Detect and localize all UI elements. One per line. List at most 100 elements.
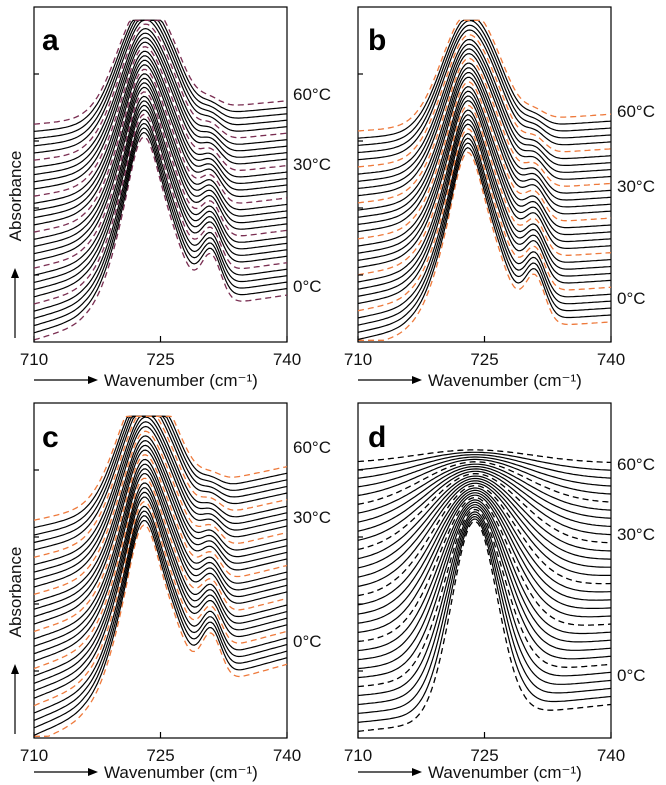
- panel-d-spectrum-line-1: [357, 518, 612, 723]
- panel-b-spectrum-line-4: [357, 132, 612, 319]
- panel-d-spectrum-line-27: [357, 456, 612, 488]
- panel-d-spectrum-line-21: [357, 470, 612, 541]
- panel-c-spectrum-line-9: [33, 482, 288, 677]
- panel-d-spectrum-line-12: [357, 492, 612, 624]
- panel-b-spectrum-line-3: [357, 137, 612, 326]
- panel-a-spectrum-line-7: [33, 104, 288, 291]
- panel-a-spectrum-line-2: [33, 127, 288, 327]
- panel-d-spectrum-line-28: [357, 454, 612, 479]
- panel-d-spectrum-line-4: [357, 511, 612, 697]
- panel-d-spectrum-line-14: [357, 487, 611, 606]
- panel-d-frame: [357, 402, 612, 739]
- panel-b-spectrum-line-12: [357, 95, 612, 261]
- panel-b-temperature-label: 60°C: [617, 102, 655, 121]
- panel-a-spectrum-line-24: [33, 27, 288, 168]
- panel-a-spectrum-line-30: [33, 19, 288, 125]
- panel-a-spectrum-line-6: [33, 109, 288, 298]
- panel-d-spectrum-line-26: [357, 458, 612, 497]
- panel-a-spectrum-line-14: [33, 73, 288, 240]
- panel-c-spectrum-line-15: [33, 454, 288, 633]
- panel-a-spectrum-line-18: [33, 55, 288, 212]
- panel-a-spectrum-line-8: [33, 100, 288, 283]
- panel-b-spectrum-line-24: [357, 38, 612, 175]
- panel-d-spectrum-line-24: [357, 463, 612, 514]
- panel-b-spectrum-line-21: [357, 53, 612, 197]
- panel-b-spectrum-line-13: [357, 90, 612, 254]
- panel-d-x-tick-label: 740: [597, 746, 625, 765]
- panel-c-spectrum-line-20: [33, 430, 288, 596]
- panel-c-spectrum-line-22: [33, 421, 288, 581]
- panel-a-spectrum-line-10: [33, 91, 288, 269]
- panel-b-spectrum-line-20: [357, 57, 612, 204]
- panel-d-spectrum-line-9: [357, 499, 612, 652]
- temperature-label-layer: 60°C 30°C 0°C 60°C 30°C 0°C 60°C 30°C 0°C 60°C 30°…: [293, 85, 655, 685]
- panel-b-temperature-label: 30°C: [617, 177, 655, 196]
- panel-a-spectrum-line-26: [33, 19, 288, 154]
- panel-a-spectrum-line-16: [33, 64, 288, 226]
- panel-a-spectrum-line-9: [33, 95, 288, 276]
- panel-c-letter: c: [42, 421, 59, 454]
- panel-d-spectrum-line-15: [357, 484, 612, 597]
- panel-c-spectrum-line-25: [33, 415, 288, 558]
- panel-c-curves: [33, 415, 288, 737]
- panel-b-spectrum-line-19: [357, 62, 612, 211]
- panel-c-x-tick-label: 710: [20, 746, 48, 765]
- x-axis-title-b: Wavenumber (cm⁻¹): [428, 371, 582, 390]
- panel-a-spectrum-line-5: [33, 113, 288, 305]
- panel-d-spectrum-line-16: [357, 482, 611, 587]
- panel-c-spectrum-line-18: [33, 439, 288, 610]
- x-axis-arrow-b: [358, 376, 422, 384]
- panel-b-spectrum-line-6: [357, 123, 612, 305]
- panel-a-temperature-label: 60°C: [293, 85, 331, 104]
- panel-d-spectrum-line-30: [357, 449, 611, 464]
- panel-b-x-tick-label: 710: [344, 350, 372, 369]
- panel-b-spectrum-line-2: [357, 142, 612, 333]
- panel-c-temperature-label: 0°C: [293, 632, 322, 651]
- panel-c-spectrum-line-4: [33, 505, 288, 714]
- panel-d-spectrum-line-2: [357, 515, 612, 714]
- panel-b-spectrum-line-10: [357, 104, 612, 276]
- panel-a-spectrum-line-17: [33, 59, 288, 219]
- panel-d-temperature-label: 60°C: [617, 455, 655, 474]
- panel-d-curves: [357, 449, 612, 732]
- y-axis-arrow-bottom: [11, 664, 19, 734]
- panel-b-x-tick-label: 725: [470, 350, 498, 369]
- panel-a-spectrum-line-19: [33, 50, 288, 204]
- y-axis-title-top: Absorbance: [6, 151, 25, 242]
- panel-a-letter: a: [42, 24, 59, 57]
- panel-d-spectrum-line-5: [357, 508, 612, 688]
- panel-a-spectrum-line-0: [33, 136, 288, 341]
- panel-b-letter: b: [368, 24, 386, 57]
- panel-c-spectrum-line-21: [33, 425, 288, 588]
- panel-c-spectrum-line-14: [33, 458, 288, 640]
- panel-c-spectrum-line-26: [33, 415, 288, 551]
- x-axis-arrow-d: [358, 768, 422, 776]
- panel-d-temperature-label: 30°C: [617, 525, 655, 544]
- panel-a-spectrum-line-11: [33, 86, 288, 262]
- panel-b-spectrum-line-25: [357, 34, 612, 168]
- panel-b-spectrum-line-0: [358, 151, 612, 341]
- x-axis-title-c: Wavenumber (cm⁻¹): [104, 763, 258, 782]
- x-axis-arrow-c: [34, 768, 98, 776]
- panel-c-spectrum-line-13: [33, 463, 288, 647]
- panel-b-spectrum-line-18: [357, 67, 612, 218]
- panel-d-spectrum-line-19: [357, 475, 611, 560]
- panel-c-spectrum-line-10: [33, 477, 288, 670]
- panel-d-spectrum-line-23: [357, 466, 612, 523]
- panel-a-spectrum-line-25: [33, 23, 288, 161]
- panel-c-spectrum-line-24: [33, 415, 288, 566]
- panel-a-curves: [33, 19, 288, 341]
- panel-c-spectrum-line-23: [33, 416, 288, 573]
- panel-a-x-tick-label: 710: [20, 350, 48, 369]
- panel-b-spectrum-line-8: [357, 114, 612, 290]
- panel-d-spectrum-line-29: [357, 451, 612, 471]
- panel-d-spectrum-line-17: [357, 480, 611, 578]
- panel-a-x-tick-label: 725: [146, 350, 174, 369]
- panel-a-spectrum-line-13: [33, 77, 288, 248]
- y-axis-arrow-top: [11, 268, 19, 338]
- tick-layer: 710 725 740 710 725 740 710 725 740 710 725 740: [20, 73, 625, 765]
- panel-c-spectrum-line-1: [33, 519, 288, 736]
- panel-d-spectrum-line-8: [357, 501, 612, 661]
- panel-d-spectrum-line-25: [357, 461, 612, 505]
